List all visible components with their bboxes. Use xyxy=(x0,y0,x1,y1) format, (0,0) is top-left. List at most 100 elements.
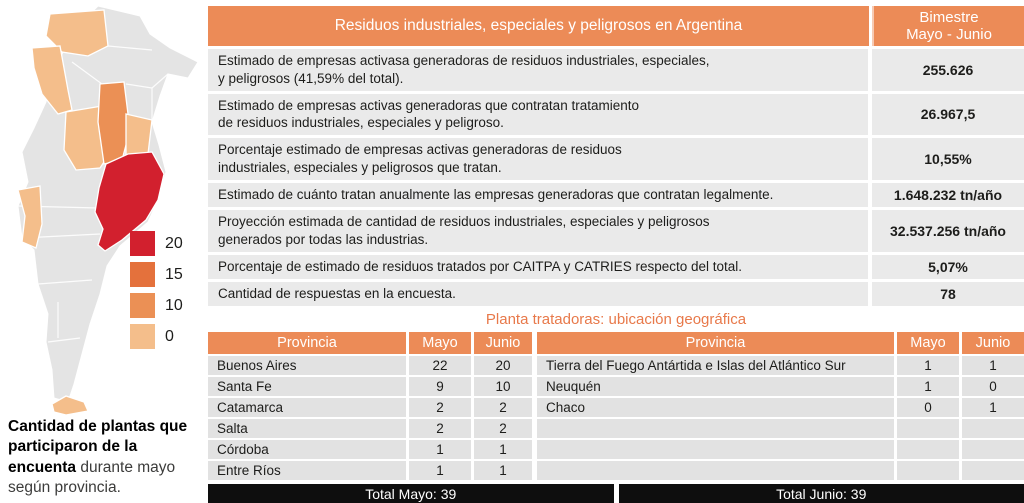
cell-mayo: 1 xyxy=(897,376,959,396)
cell-mayo xyxy=(897,439,959,459)
row-value: 26.967,5 xyxy=(872,93,1024,136)
main-table-title: Residuos industriales, especiales y peli… xyxy=(208,6,869,46)
period-line-1: Bimestre xyxy=(919,8,979,26)
row-description: Porcentaje de estimado de residuos trata… xyxy=(208,254,868,279)
legend-swatch-10 xyxy=(130,293,155,318)
cell-mayo: 0 xyxy=(897,397,959,417)
header-provincia: Provincia xyxy=(208,331,406,354)
row-value: 1.648.232 tn/año xyxy=(872,182,1024,207)
provinces-table-right: Provincia Mayo Junio Tierra del Fuego An… xyxy=(537,331,1024,480)
header-provincia: Provincia xyxy=(537,331,894,354)
section-title: Planta tratadoras: ubicación geográfica xyxy=(485,310,747,328)
table-row: Neuquén 1 0 xyxy=(537,376,1024,396)
cell-provincia: Salta xyxy=(208,418,406,438)
cell-junio: 20 xyxy=(474,355,532,375)
cell-mayo: 2 xyxy=(409,397,471,417)
main-table-period-header: Bimestre Mayo - Junio xyxy=(872,6,1024,46)
table-row: Porcentaje de estimado de residuos trata… xyxy=(208,254,1024,279)
period-line-2: Mayo - Junio xyxy=(906,26,992,43)
cell-provincia: Córdoba xyxy=(208,439,406,459)
map-caption: Cantidad de plantas que participaron de … xyxy=(8,417,204,499)
legend-swatch-0 xyxy=(130,324,155,349)
row-description: Proyección estimada de cantidad de resid… xyxy=(208,209,868,252)
total-junio-bar: Total Junio: 39 xyxy=(618,483,1024,503)
row-description: Cantidad de respuestas en la encuesta. xyxy=(208,281,868,306)
table-row: Proyección estimada de cantidad de resid… xyxy=(208,209,1024,252)
legend-item-0: 0 xyxy=(130,324,183,349)
cell-provincia: Entre Ríos xyxy=(208,460,406,480)
legend-item-10: 10 xyxy=(130,293,183,318)
table-row: Salta 2 2 xyxy=(208,418,532,438)
province-buenos-aires xyxy=(94,151,165,252)
province-tierra-del-fuego xyxy=(51,395,89,416)
table-row: Entre Ríos 1 1 xyxy=(208,460,532,480)
table-row-empty xyxy=(537,460,1024,480)
cell-junio: 1 xyxy=(962,355,1024,375)
cell-provincia: Santa Fe xyxy=(208,376,406,396)
header-mayo: Mayo xyxy=(409,331,471,354)
province-mendoza xyxy=(17,185,43,249)
cell-provincia: Buenos Aires xyxy=(208,355,406,375)
cell-provincia xyxy=(537,460,894,480)
cell-junio xyxy=(962,460,1024,480)
cell-junio: 1 xyxy=(474,460,532,480)
cell-junio: 2 xyxy=(474,397,532,417)
row-value: 255.626 xyxy=(872,49,1024,91)
row-value: 78 xyxy=(872,281,1024,306)
legend-item-20: 20 xyxy=(130,231,183,256)
cell-mayo: 1 xyxy=(409,460,471,480)
cell-provincia: Neuquén xyxy=(537,376,894,396)
legend-swatch-15 xyxy=(130,262,155,287)
cell-junio: 2 xyxy=(474,418,532,438)
header-junio: Junio xyxy=(474,331,532,354)
cell-junio xyxy=(962,418,1024,438)
table-row: Chaco 0 1 xyxy=(537,397,1024,417)
totals-row: Total Mayo: 39 Total Junio: 39 xyxy=(208,483,1024,503)
cell-junio xyxy=(962,439,1024,459)
header-junio: Junio xyxy=(962,331,1024,354)
table-row: Estimado de empresas activasa generadora… xyxy=(208,49,1024,91)
row-description: Estimado de empresas activas generadoras… xyxy=(208,93,868,136)
province-catamarca-larioja xyxy=(31,45,73,115)
table-row: Estimado de empresas activas generadoras… xyxy=(208,93,1024,136)
legend-label-20: 20 xyxy=(165,234,183,252)
cell-provincia xyxy=(537,439,894,459)
main-table-header: Residuos industriales, especiales y peli… xyxy=(208,6,1024,46)
table-row: Estimado de cuánto tratan anualmente las… xyxy=(208,182,1024,207)
legend-label-15: 15 xyxy=(165,265,183,283)
province-salta-jujuy xyxy=(45,9,109,57)
cell-junio: 1 xyxy=(474,439,532,459)
cell-mayo: 2 xyxy=(409,418,471,438)
cell-provincia: Chaco xyxy=(537,397,894,417)
cell-mayo: 1 xyxy=(897,355,959,375)
legend-swatch-20 xyxy=(130,231,155,256)
table-row: Santa Fe 9 10 xyxy=(208,376,532,396)
content-column: Residuos industriales, especiales y peli… xyxy=(208,6,1024,503)
right-table-header: Provincia Mayo Junio xyxy=(537,331,1024,354)
header-mayo: Mayo xyxy=(897,331,959,354)
row-description: Estimado de cuánto tratan anualmente las… xyxy=(208,182,868,207)
cell-mayo: 1 xyxy=(409,439,471,459)
cell-junio: 0 xyxy=(962,376,1024,396)
table-row-empty xyxy=(537,439,1024,459)
row-value: 32.537.256 tn/año xyxy=(872,209,1024,252)
cell-junio: 1 xyxy=(962,397,1024,417)
row-value: 10,55% xyxy=(872,138,1024,180)
table-row: Catamarca 2 2 xyxy=(208,397,532,417)
table-row-empty xyxy=(537,418,1024,438)
cell-provincia xyxy=(537,418,894,438)
cell-mayo: 9 xyxy=(409,376,471,396)
highlighted-provinces xyxy=(17,9,165,416)
legend-label-10: 10 xyxy=(165,296,183,314)
cell-provincia: Tierra del Fuego Antártida e Islas del A… xyxy=(537,355,894,375)
map-legend: 20 15 10 0 xyxy=(130,231,183,349)
cell-junio: 10 xyxy=(474,376,532,396)
table-row: Porcentaje estimado de empresas activas … xyxy=(208,138,1024,180)
table-row: Cantidad de respuestas en la encuesta. 7… xyxy=(208,281,1024,306)
table-row: Buenos Aires 22 20 xyxy=(208,355,532,375)
row-description: Estimado de empresas activasa generadora… xyxy=(208,49,868,91)
row-value: 5,07% xyxy=(872,254,1024,279)
table-row: Córdoba 1 1 xyxy=(208,439,532,459)
map-area: 20 15 10 0 Cantidad de plantas que parti… xyxy=(0,0,208,503)
